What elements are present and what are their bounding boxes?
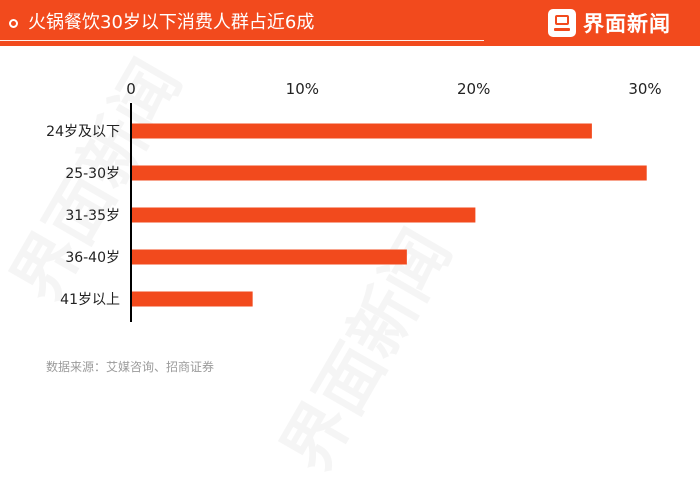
- bar-chart: 0 10% 20% 30% 24岁及以下 25-30岁 31-35岁 36-40岁 41岁以上: [46, 80, 662, 322]
- bar-3: [132, 207, 476, 223]
- category-label: 31-35岁: [65, 208, 120, 224]
- bar-4: [132, 249, 407, 265]
- x-tick-label: 0: [126, 80, 136, 98]
- category-label: 36-40岁: [65, 250, 120, 266]
- category-label: 24岁及以下: [46, 124, 120, 140]
- category-label: 41岁以上: [60, 292, 120, 308]
- title-area: 火锅餐饮30岁以下消费人群占近6成: [0, 0, 314, 46]
- bar-1: [132, 123, 592, 139]
- bar-5: [132, 291, 253, 307]
- bar-2: [132, 165, 647, 181]
- page-title: 火锅餐饮30岁以下消费人群占近6成: [28, 12, 315, 33]
- header-bar: 火锅餐饮30岁以下消费人群占近6成 界面新闻: [0, 0, 700, 46]
- category-label: 25-30岁: [65, 166, 120, 182]
- x-tick-label: 10%: [286, 80, 319, 98]
- jiemian-logo-icon: [548, 9, 576, 37]
- brand-name: 界面新闻: [583, 12, 671, 36]
- title-underline: [0, 40, 484, 41]
- source-note: 数据来源：艾媒咨询、招商证券: [46, 360, 215, 374]
- brand: 界面新闻: [548, 0, 671, 46]
- x-tick-label: 30%: [628, 80, 661, 98]
- title-bullet-icon: [9, 18, 18, 28]
- x-tick-label: 20%: [457, 80, 490, 98]
